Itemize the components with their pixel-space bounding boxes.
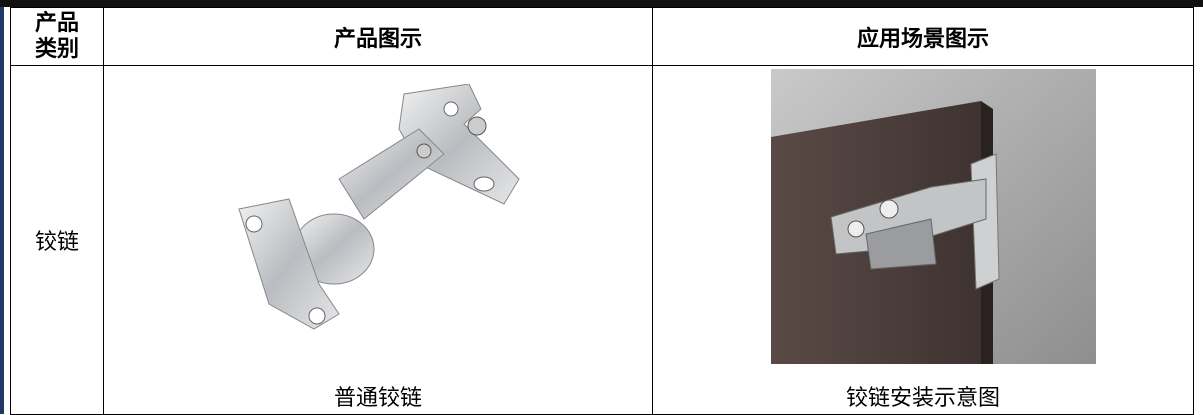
header-cell: 应用场景图示 [652, 7, 1194, 66]
scene-cell: 铰链安装示意图 [652, 65, 1194, 415]
header-text: 产品图示 [333, 26, 422, 52]
header-text: 产品类别 [34, 10, 79, 62]
scene-image [771, 69, 1096, 364]
scene-caption: 铰链安装示意图 [845, 386, 1000, 411]
header-row: 产品类别 产品图示 应用场景图示 [10, 7, 1194, 66]
product-cell: 普通铰链 [103, 65, 653, 415]
left-border [0, 0, 4, 414]
category-cell: 铰链 [10, 65, 104, 415]
product-table: 产品类别 产品图示 应用场景图示 铰链 普通铰链 [10, 7, 1194, 415]
product-caption: 普通铰链 [333, 386, 422, 411]
category-text: 铰链 [34, 230, 79, 255]
hinge-image [238, 84, 520, 330]
top-border [0, 0, 1203, 7]
header-cell: 产品图示 [103, 7, 653, 66]
body-row: 铰链 普通铰链 [10, 65, 1194, 415]
header-text: 应用场景图示 [856, 26, 989, 52]
header-cell: 产品类别 [10, 7, 104, 66]
